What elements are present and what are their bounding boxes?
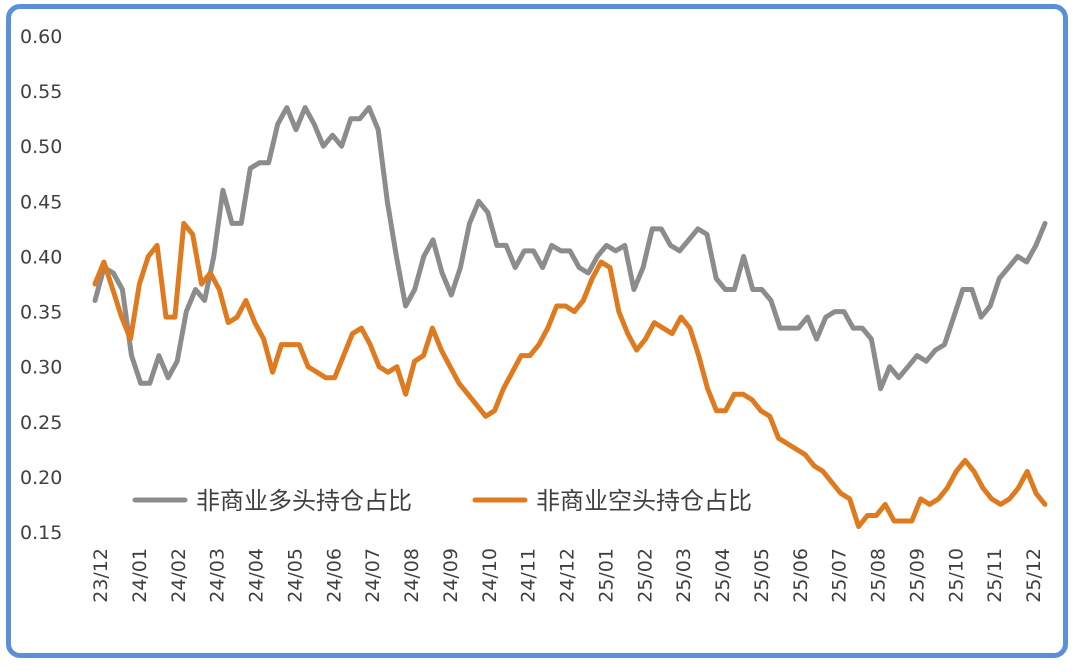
x-axis: 23/12 24/01 24/02 24/03 24/04 24/05 24/06 24/07… (90, 548, 1045, 603)
x-tick-label: 24/04 (246, 548, 268, 603)
x-tick-label: 25/10 (945, 548, 967, 603)
y-tick-label: 0.60 (20, 26, 62, 48)
x-tick-label: 25/11 (984, 548, 1006, 603)
x-tick-label: 25/12 (1023, 548, 1045, 603)
x-tick-label: 24/06 (323, 548, 345, 603)
series-line-long (92, 105, 1048, 392)
x-tick-label: 25/03 (673, 548, 695, 603)
x-tick-label: 25/06 (790, 548, 812, 603)
legend-label-long: 非商业多头持仓占比 (196, 487, 412, 515)
y-tick-label: 0.40 (20, 246, 62, 268)
x-tick-label: 24/02 (168, 548, 190, 603)
y-axis: 0.60 0.55 0.50 0.45 0.40 0.35 0.30 0.25 0.20 0.15 (20, 26, 62, 544)
x-tick-label: 25/02 (634, 548, 656, 603)
x-tick-label: 25/04 (712, 548, 734, 603)
x-tick-label: 23/12 (90, 548, 112, 603)
legend: 非商业多头持仓占比 非商业空头持仓占比 (132, 487, 752, 515)
x-tick-label: 24/07 (362, 548, 384, 603)
x-tick-label: 24/09 (440, 548, 462, 603)
x-tick-label: 24/05 (284, 548, 306, 603)
y-tick-label: 0.25 (20, 412, 62, 434)
x-tick-label: 24/12 (557, 548, 579, 603)
x-tick-label: 25/05 (751, 548, 773, 603)
y-tick-label: 0.55 (20, 81, 62, 103)
y-tick-label: 0.30 (20, 357, 62, 379)
x-tick-label: 24/10 (479, 548, 501, 603)
y-tick-label: 0.50 (20, 136, 62, 158)
x-tick-label: 24/01 (129, 548, 151, 603)
x-tick-label: 25/07 (829, 548, 851, 603)
y-tick-label: 0.45 (20, 191, 62, 213)
x-tick-label: 25/01 (595, 548, 617, 603)
x-tick-label: 24/11 (518, 548, 540, 603)
y-tick-label: 0.20 (20, 467, 62, 489)
x-tick-label: 25/09 (906, 548, 928, 603)
series-line-short (92, 220, 1048, 529)
series-layer (92, 105, 1048, 529)
y-tick-label: 0.15 (20, 522, 62, 544)
x-tick-label: 25/08 (868, 548, 890, 603)
legend-label-short: 非商业空头持仓占比 (536, 487, 752, 515)
x-tick-label: 24/08 (401, 548, 423, 603)
x-tick-label: 24/03 (207, 548, 229, 603)
y-tick-label: 0.35 (20, 302, 62, 324)
